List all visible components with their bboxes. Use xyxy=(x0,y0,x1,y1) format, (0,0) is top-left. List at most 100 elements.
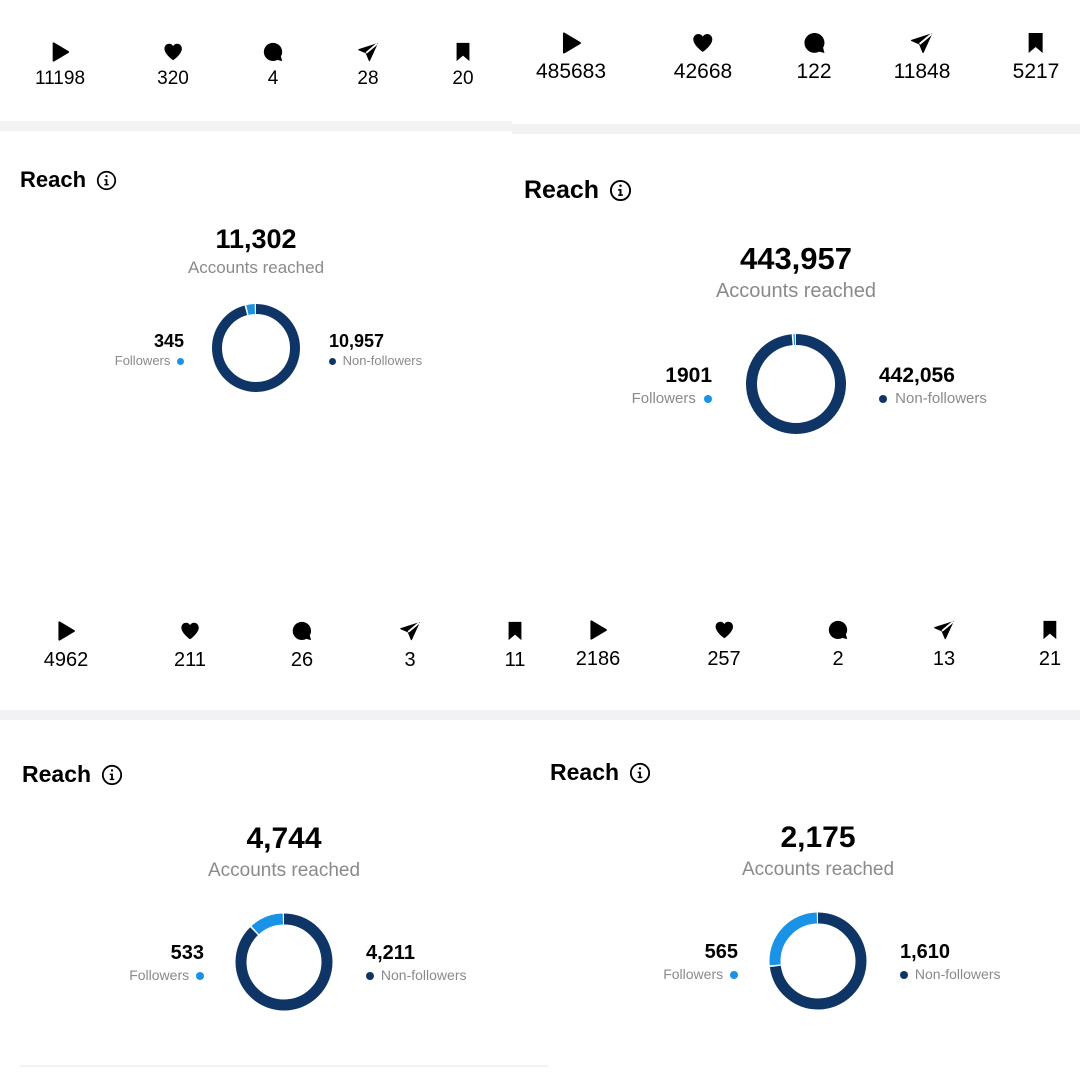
comment-icon xyxy=(292,621,312,641)
accounts-reached-count: 4,744 xyxy=(246,822,322,855)
plays-stat: 485683 xyxy=(536,31,606,82)
comments-count: 2 xyxy=(832,648,844,670)
shares-stat: 13 xyxy=(933,619,955,669)
send-icon xyxy=(400,622,420,641)
bookmark-icon xyxy=(456,42,470,62)
comment-icon xyxy=(803,33,824,53)
play-icon xyxy=(52,42,70,62)
info-icon[interactable] xyxy=(101,764,123,786)
comment-icon xyxy=(263,42,283,62)
insights-panel-3: 4962 211 26 3 11 Reach 4,744 Accounts re… xyxy=(0,540,548,1080)
section-divider xyxy=(0,121,512,131)
send-icon xyxy=(934,621,954,640)
followers-count: 533 xyxy=(170,942,204,964)
reach-heading: Reach xyxy=(22,763,123,786)
saves-count: 21 xyxy=(1038,648,1062,670)
likes-stat: 320 xyxy=(157,41,189,88)
non-followers-legend: 10,957 Non-followers xyxy=(329,332,422,367)
comments-stat: 4 xyxy=(262,41,284,88)
bookmark-icon xyxy=(1043,620,1057,640)
comments-stat: 26 xyxy=(291,620,313,670)
followers-label: Followers xyxy=(114,353,171,368)
followers-label: Followers xyxy=(631,390,696,407)
saves-stat: 20 xyxy=(452,41,474,88)
comments-count: 4 xyxy=(267,68,279,89)
shares-count: 3 xyxy=(404,649,416,671)
likes-stat: 257 xyxy=(707,619,741,670)
section-divider xyxy=(548,710,1080,720)
reach-donut-chart xyxy=(212,304,300,392)
accounts-reached-count: 2,175 xyxy=(780,821,856,854)
accounts-reached-label: Accounts reached xyxy=(207,860,361,881)
likes-count: 211 xyxy=(174,649,206,671)
reach-title: Reach xyxy=(524,176,600,204)
non-followers-segment xyxy=(235,913,333,1011)
send-icon xyxy=(358,43,378,62)
accounts-reached-label: Accounts reached xyxy=(715,280,877,302)
followers-count: 1901 xyxy=(665,364,712,387)
heart-icon xyxy=(164,43,182,61)
non-followers-dot xyxy=(329,358,336,366)
non-followers-dot xyxy=(879,395,887,404)
comments-count: 26 xyxy=(290,649,314,671)
shares-count: 11848 xyxy=(893,60,951,83)
non-followers-count: 4,211 xyxy=(366,942,415,964)
accounts-reached-label: Accounts reached xyxy=(187,258,325,277)
non-followers-segment xyxy=(212,304,300,392)
likes-count: 320 xyxy=(157,68,189,89)
plays-stat: 11198 xyxy=(35,41,85,88)
play-icon xyxy=(590,620,608,640)
info-icon[interactable] xyxy=(96,170,117,191)
accounts-reached: 4,744 Accounts reached xyxy=(207,822,361,881)
accounts-reached-label: Accounts reached xyxy=(741,859,895,880)
bookmark-icon xyxy=(1029,33,1043,53)
non-followers-label: Non-followers xyxy=(914,966,1001,982)
non-followers-legend: 4,211 Non-followers xyxy=(366,943,466,982)
accounts-reached: 11,302 Accounts reached xyxy=(187,224,325,277)
non-followers-count: 1,610 xyxy=(900,941,951,963)
likes-count: 42668 xyxy=(673,60,733,83)
play-icon xyxy=(58,621,76,641)
insights-panel-4: 2186 257 2 13 21 Reach 2,175 Accounts re… xyxy=(548,540,1080,1080)
non-followers-dot xyxy=(366,972,374,981)
heart-icon xyxy=(181,622,199,640)
saves-count: 5217 xyxy=(1012,60,1060,83)
plays-count: 11198 xyxy=(34,68,86,89)
followers-legend: 565 Followers xyxy=(663,942,738,981)
accounts-reached: 2,175 Accounts reached xyxy=(741,821,895,880)
bookmark-icon xyxy=(508,621,522,641)
section-divider xyxy=(0,710,548,720)
non-followers-segment xyxy=(769,912,867,1010)
non-followers-count: 442,056 xyxy=(879,364,955,387)
non-followers-dot xyxy=(900,971,908,980)
plays-stat: 4962 xyxy=(44,620,88,670)
non-followers-segment xyxy=(746,334,846,434)
followers-legend: 533 Followers xyxy=(129,943,204,982)
comments-stat: 122 xyxy=(796,31,832,82)
followers-segment xyxy=(769,912,867,1010)
reach-heading: Reach xyxy=(20,169,117,191)
followers-dot xyxy=(704,395,712,404)
likes-stat: 42668 xyxy=(674,31,732,82)
shares-stat: 3 xyxy=(399,620,421,670)
insights-panel-1: 11198 320 4 28 20 Reach 11,302 Accounts … xyxy=(0,0,512,540)
shares-stat: 11848 xyxy=(893,31,951,83)
saves-stat: 5217 xyxy=(1012,31,1060,83)
non-followers-legend: 1,610 Non-followers xyxy=(900,942,1000,981)
info-icon[interactable] xyxy=(609,179,632,202)
likes-stat: 211 xyxy=(174,620,206,670)
reach-heading: Reach xyxy=(550,761,651,784)
info-icon[interactable] xyxy=(629,762,651,784)
accounts-reached-count: 11,302 xyxy=(215,224,297,254)
non-followers-label: Non-followers xyxy=(895,390,987,407)
send-icon xyxy=(911,33,933,54)
comments-stat: 2 xyxy=(827,619,849,669)
reach-donut-chart xyxy=(769,912,867,1010)
followers-dot xyxy=(196,972,204,981)
plays-count: 485683 xyxy=(535,60,607,83)
shares-stat: 28 xyxy=(357,41,379,88)
likes-count: 257 xyxy=(707,648,741,670)
saves-stat: 21 xyxy=(1039,619,1061,669)
play-icon xyxy=(562,32,581,54)
reach-heading: Reach xyxy=(524,178,632,203)
